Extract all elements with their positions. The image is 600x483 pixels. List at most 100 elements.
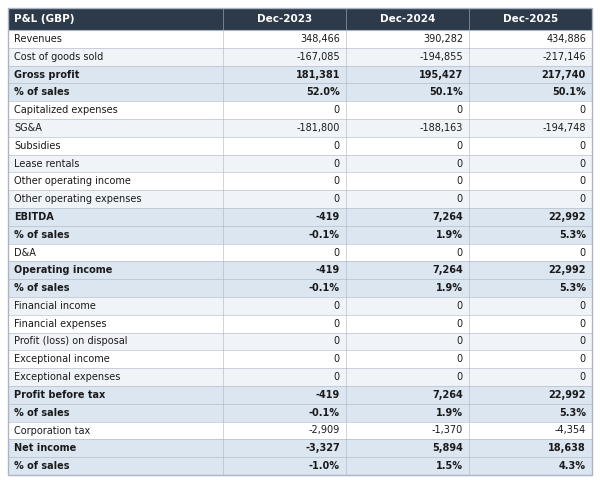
Text: 0: 0 (457, 176, 463, 186)
Text: -3,327: -3,327 (305, 443, 340, 454)
Text: 0: 0 (580, 337, 586, 346)
Text: 1.5%: 1.5% (436, 461, 463, 471)
Text: Financial expenses: Financial expenses (14, 319, 107, 329)
Text: 5.3%: 5.3% (559, 408, 586, 418)
Text: Profit (loss) on disposal: Profit (loss) on disposal (14, 337, 128, 346)
Text: 181,381: 181,381 (295, 70, 340, 80)
Bar (8, 137, 592, 155)
Text: 7,264: 7,264 (432, 212, 463, 222)
Text: Profit before tax: Profit before tax (14, 390, 105, 400)
Bar (8, 315, 592, 333)
Text: Other operating expenses: Other operating expenses (14, 194, 142, 204)
Bar (8, 457, 592, 475)
Text: Exceptional expenses: Exceptional expenses (14, 372, 121, 382)
Bar (8, 66, 592, 84)
Text: -217,146: -217,146 (542, 52, 586, 62)
Text: -4,354: -4,354 (555, 426, 586, 436)
Text: Other operating income: Other operating income (14, 176, 131, 186)
Text: 0: 0 (334, 158, 340, 169)
Bar (8, 119, 592, 137)
Text: 7,264: 7,264 (432, 390, 463, 400)
Text: -0.1%: -0.1% (309, 408, 340, 418)
Text: 0: 0 (580, 319, 586, 329)
Text: 7,264: 7,264 (432, 265, 463, 275)
Text: 348,466: 348,466 (300, 34, 340, 44)
Text: 0: 0 (580, 176, 586, 186)
Text: 0: 0 (457, 141, 463, 151)
Bar (8, 208, 592, 226)
Text: 0: 0 (334, 355, 340, 364)
Bar (8, 386, 592, 404)
Text: -2,909: -2,909 (308, 426, 340, 436)
Text: 5.3%: 5.3% (559, 230, 586, 240)
Text: Subsidies: Subsidies (14, 141, 61, 151)
Text: % of sales: % of sales (14, 87, 70, 97)
Text: -188,163: -188,163 (419, 123, 463, 133)
Text: Gross profit: Gross profit (14, 70, 79, 80)
Text: -419: -419 (316, 212, 340, 222)
Text: D&A: D&A (14, 247, 36, 257)
Text: -419: -419 (316, 390, 340, 400)
Text: 0: 0 (580, 141, 586, 151)
Text: Cost of goods sold: Cost of goods sold (14, 52, 103, 62)
Bar (8, 226, 592, 243)
Bar (8, 101, 592, 119)
Text: 0: 0 (334, 105, 340, 115)
Text: 0: 0 (457, 194, 463, 204)
Bar (8, 279, 592, 297)
Text: 434,886: 434,886 (546, 34, 586, 44)
Text: 0: 0 (457, 158, 463, 169)
Text: 0: 0 (580, 355, 586, 364)
Text: 1.9%: 1.9% (436, 283, 463, 293)
Text: Capitalized expenses: Capitalized expenses (14, 105, 118, 115)
Bar (8, 48, 592, 66)
Bar (8, 84, 592, 101)
Text: 22,992: 22,992 (548, 265, 586, 275)
Text: 0: 0 (457, 372, 463, 382)
Text: Financial income: Financial income (14, 301, 96, 311)
Text: 0: 0 (334, 319, 340, 329)
Text: 50.1%: 50.1% (429, 87, 463, 97)
Bar (8, 190, 592, 208)
Text: 5,894: 5,894 (432, 443, 463, 454)
Bar (8, 30, 592, 48)
Text: Dec-2024: Dec-2024 (380, 14, 435, 24)
Text: 0: 0 (334, 337, 340, 346)
Text: 0: 0 (457, 105, 463, 115)
Text: Exceptional income: Exceptional income (14, 355, 110, 364)
Text: % of sales: % of sales (14, 408, 70, 418)
Text: 0: 0 (334, 372, 340, 382)
Text: 50.1%: 50.1% (552, 87, 586, 97)
Text: -194,748: -194,748 (542, 123, 586, 133)
Text: 390,282: 390,282 (423, 34, 463, 44)
Text: 0: 0 (457, 247, 463, 257)
Text: 0: 0 (580, 105, 586, 115)
Text: 0: 0 (334, 247, 340, 257)
Bar (8, 297, 592, 315)
Text: 52.0%: 52.0% (306, 87, 340, 97)
Bar (8, 404, 592, 422)
Text: -0.1%: -0.1% (309, 283, 340, 293)
Text: 4.3%: 4.3% (559, 461, 586, 471)
Text: 5.3%: 5.3% (559, 283, 586, 293)
Text: Operating income: Operating income (14, 265, 112, 275)
Text: Net income: Net income (14, 443, 76, 454)
Text: -181,800: -181,800 (296, 123, 340, 133)
Text: Dec-2025: Dec-2025 (503, 14, 558, 24)
Bar (8, 261, 592, 279)
Text: 0: 0 (457, 301, 463, 311)
Text: 1.9%: 1.9% (436, 408, 463, 418)
Text: -167,085: -167,085 (296, 52, 340, 62)
Text: 0: 0 (580, 194, 586, 204)
Text: % of sales: % of sales (14, 230, 70, 240)
Text: 0: 0 (334, 301, 340, 311)
Bar (8, 422, 592, 440)
Bar (8, 368, 592, 386)
Text: 195,427: 195,427 (419, 70, 463, 80)
Text: 18,638: 18,638 (548, 443, 586, 454)
Text: 0: 0 (580, 158, 586, 169)
Text: SG&A: SG&A (14, 123, 42, 133)
Text: EBITDA: EBITDA (14, 212, 54, 222)
Text: % of sales: % of sales (14, 283, 70, 293)
Text: 0: 0 (334, 194, 340, 204)
